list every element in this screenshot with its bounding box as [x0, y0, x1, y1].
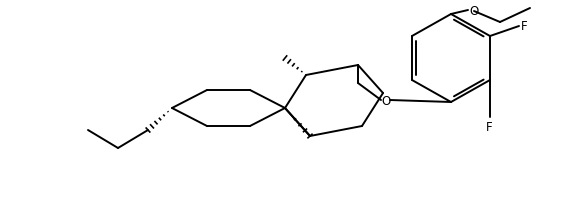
- Text: F: F: [486, 121, 492, 134]
- Text: O: O: [382, 95, 391, 107]
- Text: F: F: [521, 19, 528, 33]
- Text: O: O: [469, 4, 478, 18]
